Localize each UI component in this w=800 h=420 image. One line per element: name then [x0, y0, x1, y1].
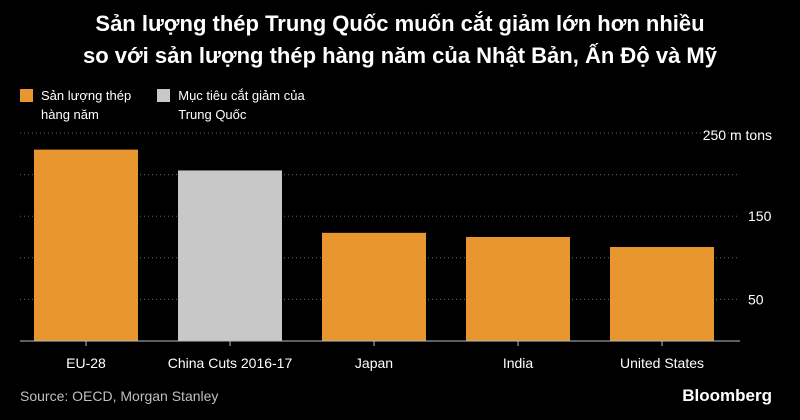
bar-eu-28 — [34, 149, 138, 341]
x-tick-label: EU-28 — [66, 355, 106, 371]
legend-label-annual-output: Sản lượng thép hàng năm — [41, 88, 132, 122]
x-tick-label: Japan — [355, 355, 393, 371]
source-note: Source: OECD, Morgan Stanley — [20, 388, 219, 404]
bar-india — [466, 237, 570, 341]
legend-item-china-target: Mục tiêu cắt giảm của Trung Quốc — [157, 86, 305, 124]
legend-swatch-orange — [20, 89, 33, 102]
legend-item-annual-output: Sản lượng thép hàng năm — [20, 86, 131, 124]
x-tick-label: India — [503, 355, 534, 371]
legend: Sản lượng thép hàng năm Mục tiêu cắt giả… — [20, 86, 305, 124]
bar-japan — [322, 232, 426, 341]
y-tick-label: 50 — [748, 291, 764, 307]
y-tick-label: 150 — [748, 208, 772, 224]
title-line-2: so với sản lượng thép hàng năm của Nhật … — [83, 43, 717, 68]
x-tick-label: China Cuts 2016-17 — [168, 355, 293, 371]
x-tick-label: United States — [620, 355, 704, 371]
bloomberg-logo: Bloomberg — [682, 386, 772, 405]
bar-china-cuts-2016-17 — [178, 170, 282, 341]
legend-swatch-gray — [157, 89, 171, 102]
y-tick-label: 250 m tons — [703, 127, 772, 143]
legend-label-china-target: Mục tiêu cắt giảm của Trung Quốc — [178, 88, 305, 122]
title-line-1: Sản lượng thép Trung Quốc muốn cắt giảm … — [95, 11, 705, 36]
bar-united-states — [610, 246, 714, 341]
chart-title: Sản lượng thép Trung Quốc muốn cắt giảm … — [0, 8, 800, 72]
